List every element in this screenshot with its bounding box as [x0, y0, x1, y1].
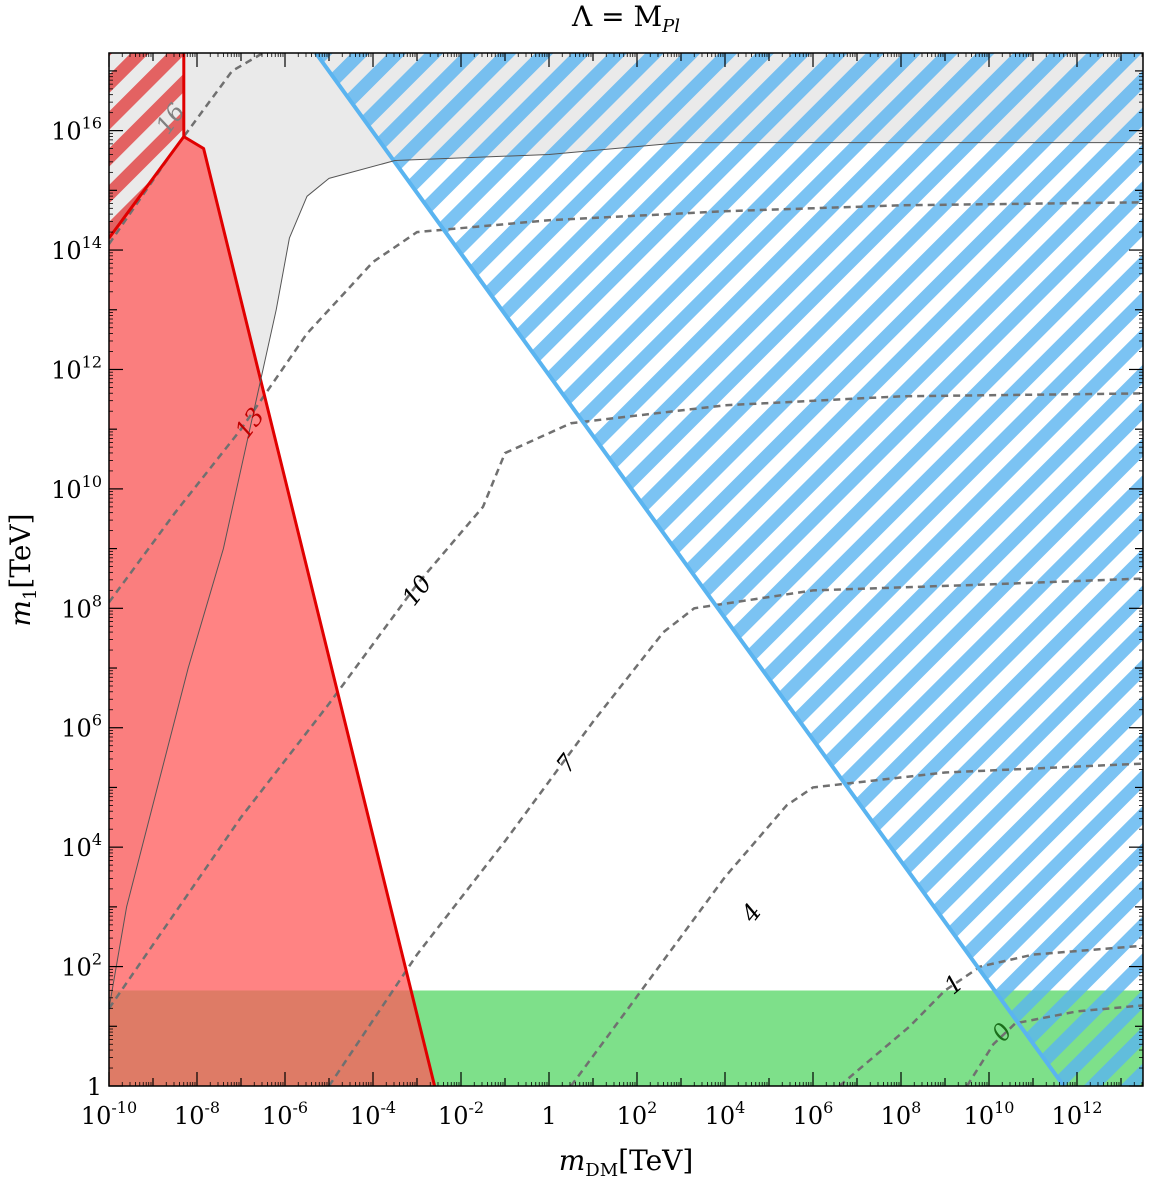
x-tick-label: 10-4	[350, 1098, 396, 1130]
y-tick-label: 1014	[51, 233, 102, 265]
y-axis-title: m1[TeV]	[4, 513, 41, 626]
contour-1	[838, 944, 1143, 1086]
x-tick-label: 10-2	[438, 1098, 484, 1130]
y-tick-label: 108	[61, 591, 102, 623]
gray-boundary	[109, 142, 1143, 1009]
x-tick-label: 10-8	[174, 1098, 220, 1130]
ticks-layer	[108, 53, 1143, 1087]
region-red	[109, 136, 435, 1086]
x-tick-label: 10-10	[81, 1098, 137, 1130]
x-tick-label: 10-6	[262, 1098, 308, 1130]
region-red-hatch-top	[109, 53, 184, 239]
x-tick-label: 1012	[1052, 1098, 1103, 1130]
y-tick-label: 104	[61, 830, 102, 862]
region-gray	[109, 53, 1143, 1009]
contour-16	[109, 53, 264, 245]
y-tick-label: 1016	[51, 114, 102, 146]
y-tick-label: 106	[61, 711, 102, 743]
x-tick-label: 1010	[964, 1098, 1015, 1130]
contour-label-4: 4	[735, 898, 767, 928]
red-boundary	[109, 135, 437, 1086]
contour-4	[569, 762, 1143, 1086]
contour-7	[327, 577, 1143, 1086]
boundaries-layer	[109, 53, 1143, 1086]
blue-boundary	[314, 53, 1066, 1086]
x-tick-label: 106	[793, 1098, 834, 1130]
regions-layer	[109, 53, 1143, 1086]
contour-10	[109, 392, 1143, 1010]
chart-title: Λ = MPl	[571, 0, 680, 37]
x-axis-title: mDM[TeV]	[559, 1144, 694, 1181]
plot-frame	[108, 52, 1144, 1087]
x-tick-label: 108	[881, 1098, 922, 1130]
y-tick-label: 102	[61, 950, 102, 982]
y-tick-label: 1012	[51, 352, 102, 384]
contour-13	[109, 201, 1143, 604]
contour-label-10: 10	[397, 570, 438, 611]
region-blue-hatch	[315, 53, 1143, 1086]
x-tick-label: 104	[705, 1098, 746, 1130]
y-tick-label: 1	[87, 1073, 102, 1101]
y-tick-label: 1010	[51, 472, 102, 504]
tick-labels-layer: 10-10 10-8 10-6 10-4 10-2 1 102 104 106 108 1010 10…	[51, 114, 1102, 1130]
contours-layer	[109, 53, 1143, 1086]
x-tick-label: 102	[617, 1098, 658, 1130]
x-tick-label: 1	[541, 1102, 556, 1130]
